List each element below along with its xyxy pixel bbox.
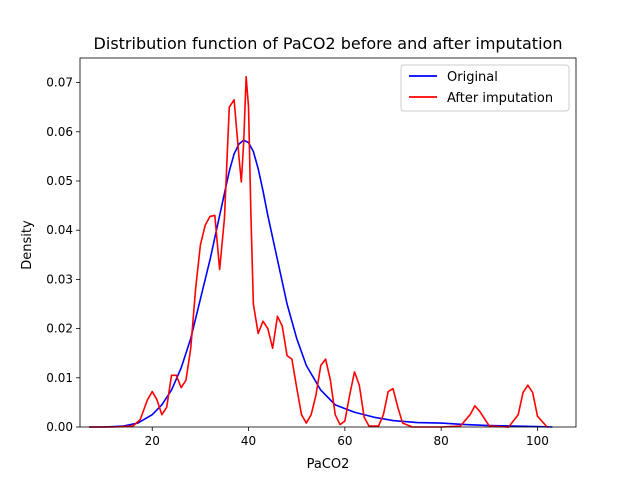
y-tick-label: 0.02 (46, 322, 73, 336)
legend-label: Original (447, 70, 498, 85)
plot-area: 20 40 60 80 100 0.00 0.01 0.02 0.03 0.04 0.05 0.06 0… (46, 57, 577, 448)
axes-frame (79, 57, 577, 428)
chart-title: Distribution function of PaCO2 before an… (94, 34, 563, 53)
y-tick-label: 0.05 (46, 174, 73, 188)
y-tick-label: 0.07 (46, 76, 73, 90)
legend-box (400, 64, 570, 112)
x-tick-label: 40 (241, 434, 256, 448)
legend-label: After imputation (447, 91, 553, 106)
y-tick-label: 0.01 (46, 371, 73, 385)
y-tick-label: 0.00 (46, 420, 73, 434)
x-tick-label: 100 (526, 434, 549, 448)
x-tick-label: 20 (145, 434, 160, 448)
x-tick-label: 80 (434, 434, 449, 448)
x-axis-label: PaCO2 (307, 457, 350, 472)
legend: Original After imputation (400, 64, 570, 112)
series-line-after-imputation (88, 75, 548, 428)
y-tick-label: 0.06 (46, 125, 73, 139)
x-tick-label: 60 (337, 434, 352, 448)
y-axis-label: Density (20, 220, 35, 270)
y-tick-label: 0.04 (46, 223, 73, 237)
y-tick-label: 0.03 (46, 272, 73, 286)
series-line-original (88, 139, 553, 428)
